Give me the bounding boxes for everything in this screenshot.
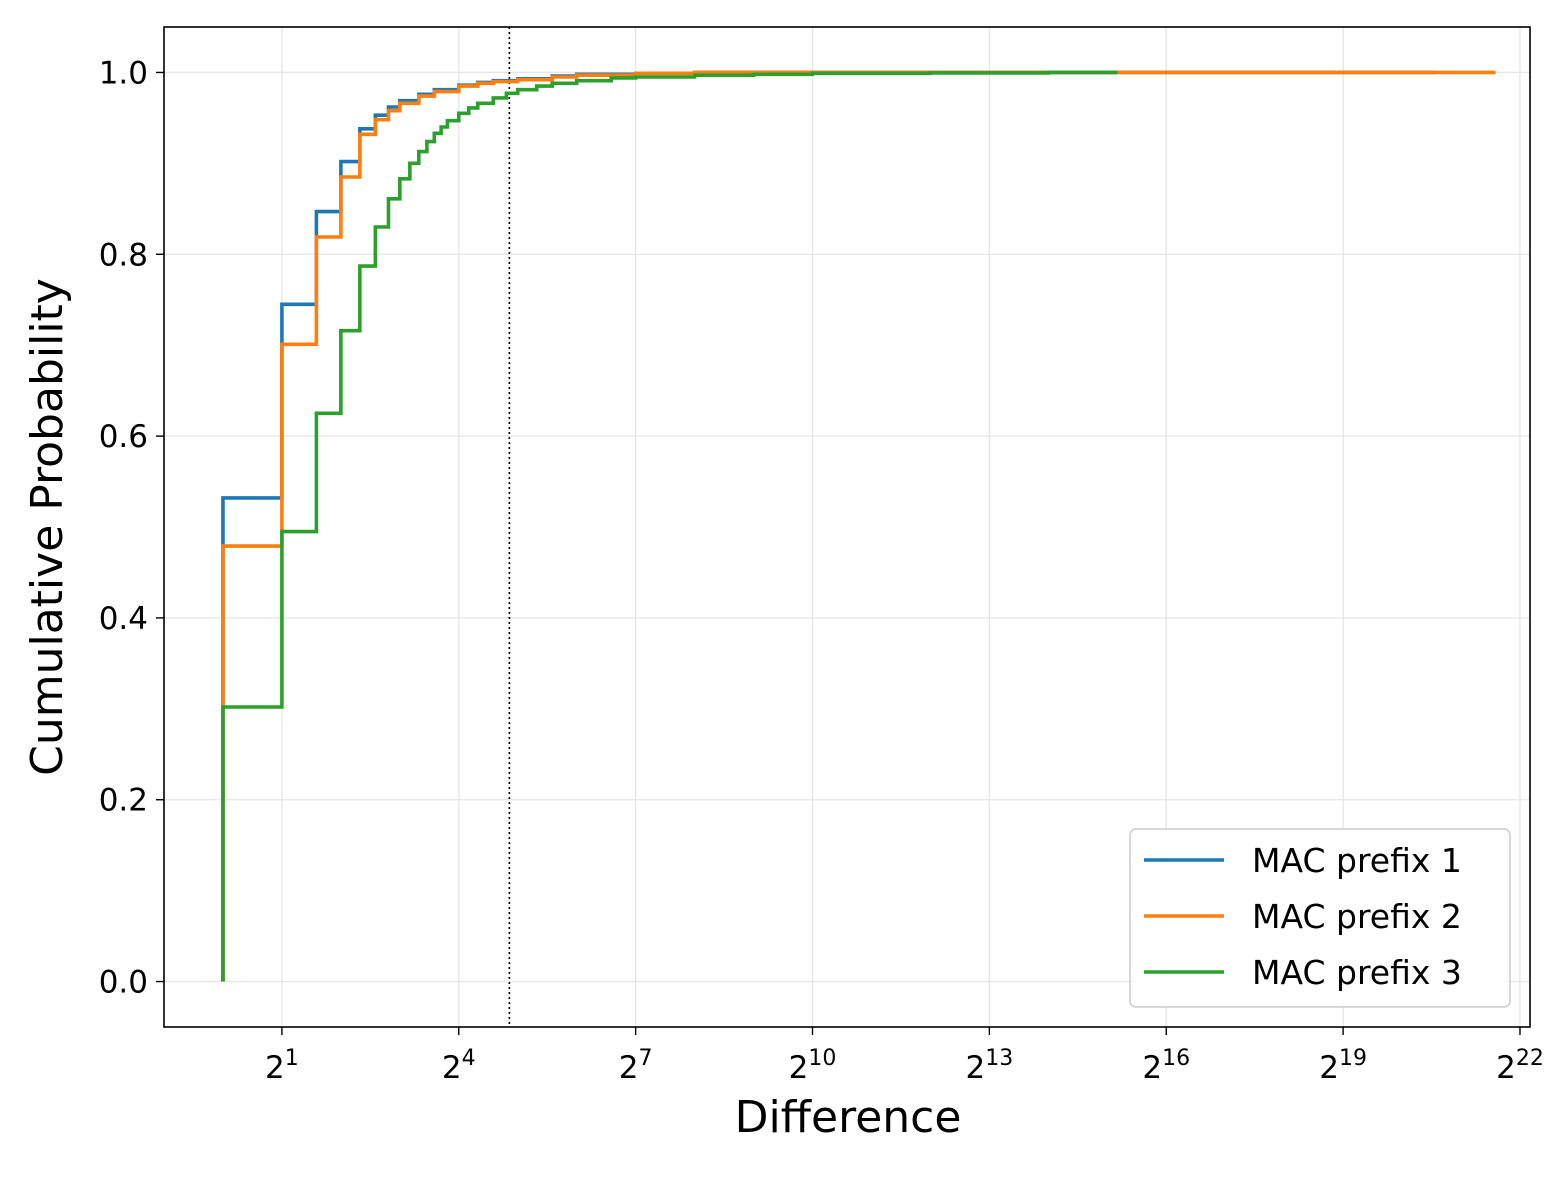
legend-label-1: MAC prefix 1	[1252, 841, 1462, 880]
y-ticks: 0.0 0.2 0.4 0.6 0.8 1.0	[99, 55, 164, 1001]
series-line-3	[221, 70, 1118, 982]
y-axis-label: Cumulative Probability	[22, 278, 73, 776]
plot-frame	[163, 26, 1531, 1028]
x-tick-label: 219	[1319, 1046, 1367, 1086]
series-line-2	[221, 70, 1496, 982]
y-tick-label: 0.4	[99, 601, 148, 637]
legend-label-3: MAC prefix 3	[1252, 953, 1462, 992]
x-tick-label: 216	[1142, 1046, 1190, 1086]
x-tick-label: 24	[442, 1046, 476, 1086]
legend: MAC prefix 1 MAC prefix 2 MAC prefix 3	[1129, 828, 1511, 1008]
x-tick-label: 222	[1496, 1046, 1544, 1086]
y-tick-label: 1.0	[99, 55, 148, 91]
y-tick-label: 0.8	[99, 237, 148, 273]
series-group	[221, 70, 1496, 982]
x-axis-label: Difference	[735, 1092, 962, 1143]
legend-box	[1129, 828, 1511, 1008]
y-tick-label: 0.0	[99, 965, 148, 1001]
y-tick-label: 0.2	[99, 783, 148, 819]
y-tick-label: 0.6	[99, 419, 148, 455]
x-tick-label: 210	[789, 1046, 837, 1086]
legend-label-2: MAC prefix 2	[1252, 897, 1462, 936]
x-tick-label: 213	[966, 1046, 1014, 1086]
x-tick-label: 27	[619, 1046, 653, 1086]
x-ticks: 21 24 27 210 213 216 219 222	[265, 1027, 1544, 1086]
x-tick-label: 21	[265, 1046, 299, 1086]
